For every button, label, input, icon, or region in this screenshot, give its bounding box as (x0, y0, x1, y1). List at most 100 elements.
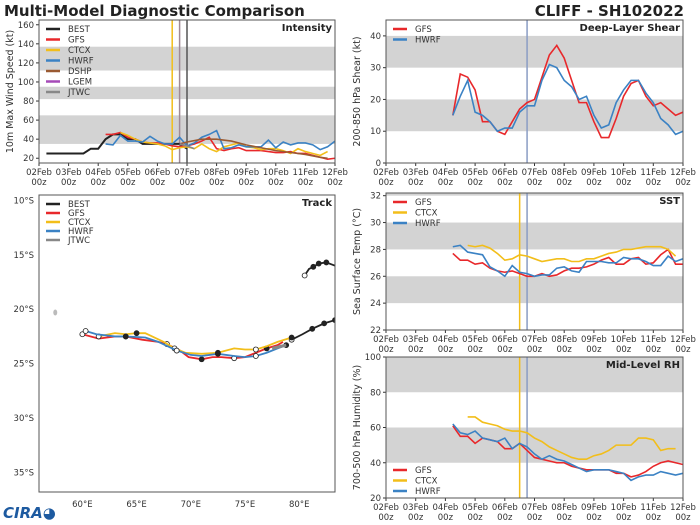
y-tick-label: 40 (370, 459, 381, 469)
legend-label: CTCX (68, 46, 91, 56)
y-tick-label: 140 (18, 40, 34, 50)
gray-band (386, 276, 683, 304)
plot-area (386, 357, 683, 498)
x-tick-label: 00z (616, 513, 632, 523)
x-tick-label: 00z (557, 513, 573, 523)
series-ctcx (467, 416, 676, 461)
x-tick-label: 06Feb (492, 335, 518, 345)
x-tick-label: 80°E (289, 500, 309, 510)
x-tick-label: 00z (408, 178, 424, 188)
cira-logo: CIRA◕ (3, 504, 56, 522)
series-dshp (179, 138, 328, 160)
x-tick-label: 03Feb (56, 168, 82, 178)
gray-band (386, 35, 683, 68)
x-tick-label: 00z (527, 178, 543, 188)
track-point-marker (215, 350, 221, 357)
x-tick-label: 00z (586, 178, 602, 188)
y-tick-label: 0 (376, 159, 381, 169)
legend-label: BEST (68, 200, 91, 210)
axes-frame (385, 356, 684, 499)
x-tick-label: 00z (179, 178, 195, 188)
legend-label: CTCX (68, 218, 91, 228)
x-tick-label: 03Feb (403, 335, 429, 345)
x-tick-label: 75°E (235, 500, 255, 510)
x-tick-label: 00z (327, 178, 343, 188)
y-tick-label: 22 (370, 326, 381, 336)
y-tick-label: 40 (370, 32, 381, 42)
series-hwrf (452, 244, 683, 278)
track-point-marker (198, 356, 205, 363)
island (53, 309, 58, 316)
x-tick-label: 11Feb (292, 168, 318, 178)
x-tick-label: 07Feb (522, 503, 548, 513)
x-tick-label: 00z (378, 178, 394, 188)
x-tick-label: 00z (120, 178, 136, 188)
x-tick-label: 09Feb (581, 503, 607, 513)
panel-title: SST (659, 196, 680, 207)
x-tick-label: 00z (557, 345, 573, 355)
axes-frame (385, 19, 684, 164)
gray-band (386, 357, 683, 393)
x-tick-label: 07Feb (174, 168, 200, 178)
series-jtwc (179, 143, 195, 150)
y-tick-label: 80 (23, 97, 34, 107)
y-tick-label: 25°S (14, 360, 34, 370)
x-tick-label: 65°E (126, 500, 146, 510)
series-hwrf (452, 63, 683, 136)
x-tick-label: 00z (527, 513, 543, 523)
plot-area (386, 193, 683, 330)
plot-area (53, 259, 335, 363)
legend-label: HWRF (415, 36, 441, 46)
x-tick-label: 00z (378, 345, 394, 355)
x-tick-label: 03Feb (403, 168, 429, 178)
x-tick-label: 00z (497, 178, 513, 188)
x-tick-label: 00z (438, 345, 454, 355)
x-tick-label: 07Feb (522, 335, 548, 345)
panel-title: Deep-Layer Shear (580, 23, 681, 34)
track-point-marker (310, 263, 317, 270)
x-tick-label: 00z (557, 178, 573, 188)
x-tick-label: 04Feb (85, 168, 111, 178)
x-tick-label: 12Feb (670, 168, 696, 178)
panel-title: Track (302, 198, 332, 209)
y-tick-label: 10 (370, 127, 381, 137)
y-tick-label: 160 (18, 21, 34, 31)
x-tick-label: 02Feb (373, 168, 399, 178)
track-point-marker (173, 347, 180, 354)
y-axis-label: 10m Max Wind Speed (kt) (5, 30, 16, 153)
legend-label: GFS (415, 25, 432, 35)
legend-label: GFS (415, 198, 432, 208)
legend-label: HWRF (415, 219, 441, 229)
track-point-marker (309, 325, 316, 332)
x-tick-label: 08Feb (551, 335, 577, 345)
x-tick-label: 00z (527, 345, 543, 355)
x-tick-label: 10Feb (611, 503, 637, 513)
x-tick-label: 00z (31, 178, 47, 188)
x-tick-label: 06Feb (492, 168, 518, 178)
x-tick-label: 00z (616, 345, 632, 355)
track-jtwc (271, 343, 287, 350)
y-tick-label: 100 (365, 353, 381, 363)
gray-band (386, 193, 683, 196)
x-tick-label: 04Feb (432, 503, 458, 513)
x-tick-label: 04Feb (432, 335, 458, 345)
track-point-marker (323, 259, 330, 266)
x-tick-label: 11Feb (640, 168, 666, 178)
legend-label: LGEM (68, 78, 92, 88)
x-tick-label: 07Feb (522, 168, 548, 178)
x-tick-label: 00z (675, 513, 691, 523)
y-tick-label: 120 (18, 59, 34, 69)
x-tick-label: 00z (646, 178, 662, 188)
chart-intensity: 02Feb00z03Feb00z04Feb00z05Feb00z06Feb00z… (5, 19, 348, 188)
y-axis-label: Sea Surface Temp (°C) (352, 208, 363, 315)
panel-title: Intensity (282, 23, 333, 34)
legend-label: GFS (68, 209, 85, 219)
x-tick-label: 05Feb (115, 168, 141, 178)
track-point-marker (332, 317, 335, 324)
legend-label: BEST (68, 25, 91, 35)
chart-shear: 02Feb00z03Feb00z04Feb00z05Feb00z06Feb00z… (352, 19, 696, 188)
y-tick-label: 15°S (14, 251, 34, 261)
x-tick-label: 00z (646, 513, 662, 523)
x-tick-label: 06Feb (144, 168, 170, 178)
